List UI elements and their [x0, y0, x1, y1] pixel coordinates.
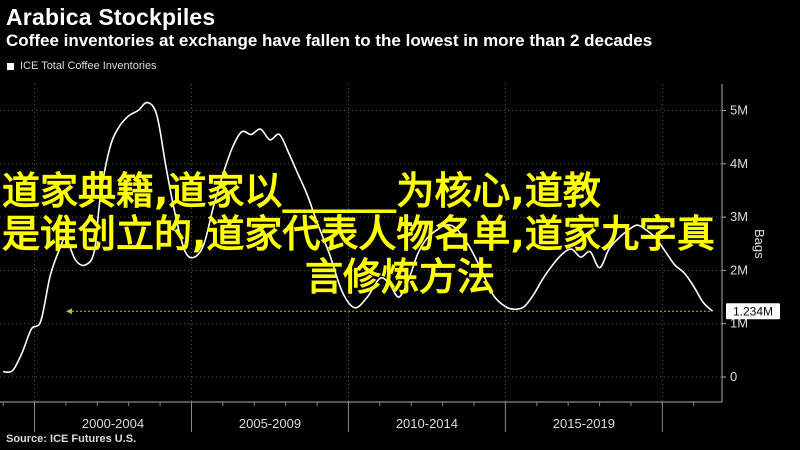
- y-tick-label: 4M: [730, 156, 748, 171]
- y-tick-label: 3M: [730, 209, 748, 224]
- y-axis-label: Bags: [752, 229, 767, 259]
- x-tick-label: 2015-2019: [553, 416, 615, 431]
- x-tick-label: 2010-2014: [396, 416, 458, 431]
- x-tick-label: 2000-2004: [82, 416, 144, 431]
- series-group: [3, 101, 714, 374]
- y-tick-label: 5M: [730, 103, 748, 118]
- overlay-line-1: 道家典籍,道家以______为核心,道教: [2, 169, 601, 213]
- overlay-line-3: 言修炼方法: [304, 255, 495, 299]
- x-axis: 2000-2004 2005-2009 2010-2014 2015-2019: [0, 401, 722, 432]
- last-value-label: 1.234M: [733, 305, 773, 319]
- last-value-badge: [726, 303, 780, 320]
- overlay-line-2: 是谁创立的,道家代表人物名单,道家九字真: [2, 212, 715, 256]
- chart-grid: [0, 84, 722, 402]
- chart-title: Arabica Stockpiles: [6, 4, 216, 30]
- annotation-group: 1.234M: [66, 303, 780, 320]
- y-tick-label: 1M: [730, 316, 748, 331]
- source-note: Source: ICE Futures U.S.: [6, 433, 137, 445]
- legend-swatch: [7, 62, 14, 70]
- y-tick-label: 0: [730, 369, 737, 384]
- last-value-arrow: [66, 308, 72, 315]
- legend-label: ICE Total Coffee Inventories: [20, 60, 157, 72]
- y-axis: 0 1M 2M 3M 4M 5M Bags: [721, 84, 767, 402]
- x-tick-label: 2005-2009: [239, 416, 301, 431]
- series-line: [3, 101, 714, 374]
- overlay-caption: 道家典籍,道家以______为核心,道教 是谁创立的,道家代表人物名单,道家九字…: [0, 170, 800, 299]
- chart-subtitle: Coffee inventories at exchange have fall…: [6, 31, 653, 50]
- legend: ICE Total Coffee Inventories: [7, 60, 157, 72]
- y-tick-label: 2M: [730, 262, 748, 277]
